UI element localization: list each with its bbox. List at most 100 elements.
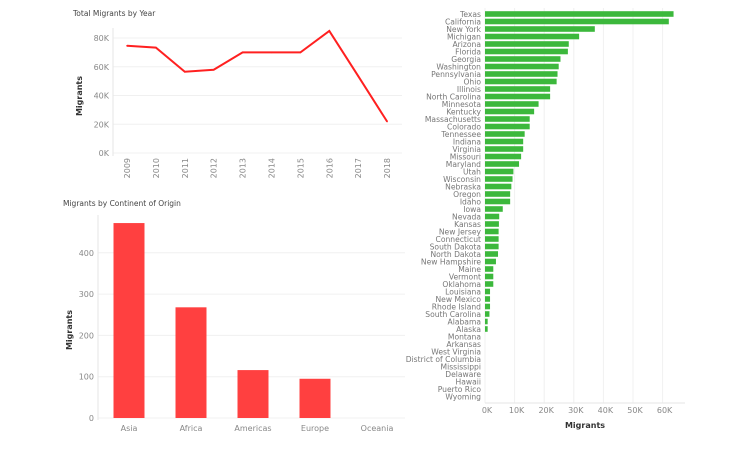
chart-title: Migrants by Continent of Origin (63, 199, 181, 208)
state-label: Oregon (453, 190, 481, 199)
state-bar-chart: 0K 10K 20K 30K 40K 50K 60K Migrants TexasCalifor… (406, 8, 685, 430)
data-point (270, 51, 273, 54)
bar-nevada (485, 213, 500, 220)
state-label: California (445, 18, 481, 27)
x-tick-label: 60K (657, 406, 673, 415)
bar-virginia (485, 146, 524, 152)
state-label: West Virginia (431, 348, 481, 357)
x-tick-label: Asia (121, 424, 138, 433)
y-axis-title: Migrants (75, 76, 84, 116)
x-tick-label: Oceania (361, 424, 394, 433)
bar-texas (485, 11, 674, 17)
state-label: North Carolina (426, 93, 481, 102)
y-tick-label: 200 (79, 331, 94, 340)
bar-americas (237, 370, 269, 418)
continent-bar-chart: Migrants by Continent of Origin 0 100 200 30… (63, 199, 405, 433)
state-label: North Dakota (430, 250, 481, 259)
state-label: Connecticut (436, 235, 481, 244)
state-label: Missouri (450, 153, 481, 162)
state-label: Arizona (452, 40, 481, 49)
state-label: Hawaii (456, 378, 481, 387)
bar-europe (299, 378, 331, 418)
state-label: Mississippi (441, 363, 481, 372)
state-label: Illinois (457, 85, 481, 94)
state-label: Arkansas (446, 340, 481, 349)
state-label: New York (446, 25, 481, 34)
x-tick-label: 2009 (123, 158, 132, 178)
state-label: Georgia (451, 55, 481, 64)
state-label: Oklahoma (442, 280, 481, 289)
data-point (357, 75, 360, 77)
state-label: Tennessee (440, 130, 481, 139)
bar-south-carolina (485, 311, 490, 317)
x-tick-label: 40K (598, 406, 614, 415)
bar-new-jersey (485, 228, 499, 235)
bar-tennessee (485, 131, 525, 137)
y-tick-label: 0 (89, 414, 94, 423)
x-tick-label: 0K (482, 406, 493, 415)
bar-iowa (485, 206, 503, 212)
state-label: Iowa (463, 205, 481, 214)
series-line (126, 29, 388, 123)
bar-indiana (485, 138, 524, 145)
x-tick-label: 2017 (354, 158, 363, 178)
bar-massachusetts (485, 116, 530, 122)
bar-maryland (485, 161, 520, 167)
data-point (299, 51, 302, 54)
bar-georgia (485, 56, 561, 62)
state-label: Louisiana (445, 288, 481, 297)
data-point (241, 51, 244, 54)
state-label: Kentucky (446, 108, 481, 117)
y-tick-label: 60K (94, 63, 110, 72)
chart-title: Total Migrants by Year (72, 9, 156, 18)
data-point (212, 68, 215, 71)
state-label: Michigan (447, 33, 481, 42)
x-tick-label: 2014 (268, 158, 277, 178)
bar-connecticut (485, 236, 499, 242)
state-label: Rhode Island (432, 303, 481, 312)
x-tick-label: 2012 (210, 158, 219, 178)
bar-nebraska (485, 183, 512, 190)
state-label: New Jersey (439, 228, 482, 237)
bar-florida (485, 48, 568, 55)
bar-north-dakota (485, 251, 499, 257)
bar-pennsylvania (485, 71, 558, 77)
state-label: Texas (459, 10, 481, 19)
x-tick-label: 10K (509, 406, 525, 415)
x-axis-title: Migrants (565, 421, 605, 430)
bar-missouri (485, 153, 522, 160)
x-tick-label: 2013 (239, 158, 248, 178)
bar-minnesota (485, 101, 539, 107)
line-chart: Total Migrants by Year 0K 20K 40K 60K 80K Migr… (72, 9, 402, 178)
x-tick-label: 30K (568, 406, 584, 415)
y-tick-label: 300 (79, 290, 94, 299)
state-label: Ohio (463, 78, 481, 87)
x-tick-label: 2015 (296, 158, 305, 178)
state-label: Montana (448, 333, 481, 342)
state-label: Minnesota (442, 100, 481, 109)
state-label: New Mexico (436, 295, 482, 304)
bar-asia (113, 223, 145, 418)
bar-michigan (485, 33, 580, 40)
state-label: Massachusetts (425, 115, 481, 124)
state-label: Nebraska (445, 183, 481, 192)
data-point (126, 44, 128, 47)
state-label: Vermont (449, 273, 481, 282)
bar-kansas (485, 221, 499, 227)
bar-idaho (485, 198, 511, 205)
bar-wisconsin (485, 176, 513, 182)
bar-washington (485, 63, 559, 70)
bar-alabama (485, 318, 488, 325)
state-label: Colorado (447, 123, 481, 132)
y-tick-label: 40K (94, 92, 110, 101)
bar-oregon (485, 191, 511, 197)
bar-kentucky (485, 108, 535, 115)
state-label: New Hampshire (421, 258, 481, 267)
y-tick-label: 400 (79, 249, 94, 258)
y-tick-label: 100 (79, 373, 94, 382)
state-label: Alabama (448, 318, 481, 327)
bar-rhode-island (485, 303, 491, 310)
state-label: Pennsylvania (431, 70, 481, 79)
state-label: Idaho (460, 198, 482, 207)
